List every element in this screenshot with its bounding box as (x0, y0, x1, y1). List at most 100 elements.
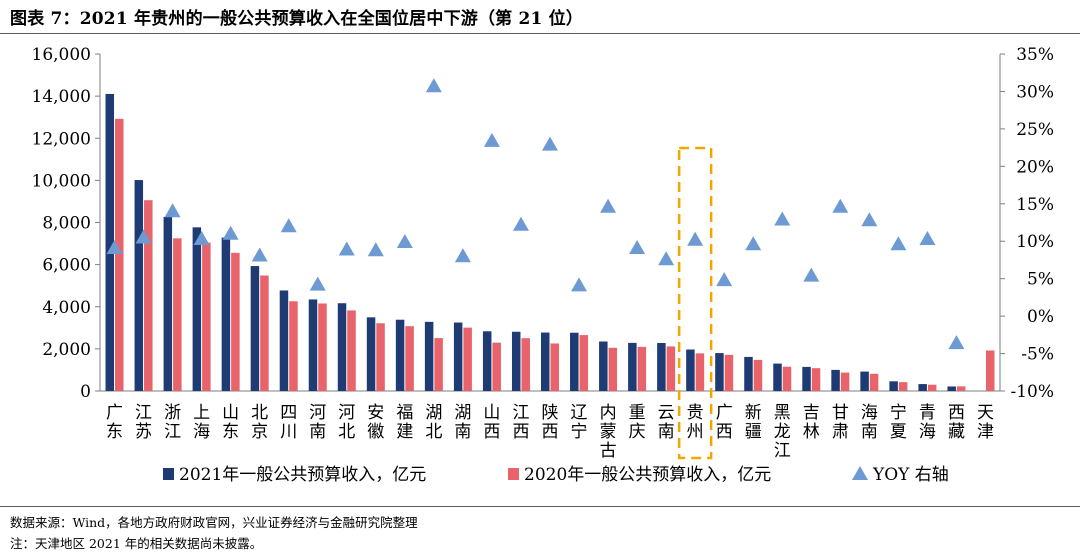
yoy-marker (658, 251, 675, 266)
x-tick-label: 江苏 (135, 403, 152, 442)
x-tick-label: 新疆 (745, 403, 762, 442)
yoy-marker (687, 231, 704, 246)
bar-2020 (492, 342, 501, 391)
x-tick-label: 福建 (396, 403, 413, 442)
bar-2021 (686, 349, 695, 391)
x-tick-label: 浙江 (164, 403, 181, 442)
x-tick-label: 天津 (977, 403, 994, 442)
bar-2020 (666, 346, 676, 391)
bar-2020 (434, 338, 443, 391)
legend-label-2021: 2021年一般公共预算收入，亿元 (179, 465, 426, 485)
bar-2020 (173, 238, 182, 391)
bar-2020 (115, 118, 124, 391)
legend-swatch-yoy (852, 466, 868, 480)
yoy-marker (745, 236, 762, 251)
x-tick-label: 黑龙江 (774, 403, 791, 461)
bar-2021 (599, 341, 608, 391)
bar-2020 (405, 326, 414, 391)
legend-swatch-2021 (163, 468, 174, 480)
chart-highlight (677, 146, 713, 460)
bar-2021 (947, 386, 956, 391)
right-tick-label: 35% (1016, 45, 1054, 65)
footer-divider (0, 506, 1080, 507)
figure-title: 图表 7：2021 年贵州的一般公共预算收入在全国位居中下游（第 21 位） (10, 9, 584, 29)
x-tick-label: 云南 (658, 403, 675, 442)
x-tick-label: 青海 (919, 403, 936, 442)
yoy-marker (338, 241, 355, 256)
bar-2020 (144, 200, 153, 391)
right-tick-label: 10% (1016, 232, 1054, 252)
bar-2020 (347, 310, 356, 391)
yoy-marker (425, 78, 442, 93)
x-tick-label: 重庆 (629, 403, 646, 442)
x-tick-label: 河北 (338, 403, 355, 442)
yoy-marker (890, 236, 907, 251)
yoy-marker (106, 239, 123, 254)
yoy-marker (454, 248, 471, 263)
x-tick-label: 内蒙古 (600, 403, 617, 461)
bar-2020 (898, 382, 908, 391)
bar-2020 (550, 343, 559, 391)
bar-2021 (250, 266, 260, 391)
yoy-marker (280, 218, 297, 233)
bar-2021 (511, 331, 521, 391)
x-tick-label: 山东 (222, 403, 239, 442)
bar-2021 (773, 363, 782, 391)
chart-bars (105, 93, 995, 391)
bar-2021 (395, 319, 405, 391)
yoy-marker (251, 247, 268, 262)
bar-2021 (889, 381, 898, 391)
bar-2020 (202, 242, 211, 391)
bar-2020 (927, 384, 937, 391)
yoy-marker (542, 136, 558, 151)
bar-2020 (695, 353, 705, 391)
bar-2021 (541, 332, 550, 391)
data-source-note: 数据来源：Wind，各地方政府财政官网，兴业证券经济与金融研究院整理 (10, 515, 418, 530)
left-tick-label: 10,000 (32, 171, 91, 191)
yoy-marker (367, 242, 384, 257)
bar-2020 (608, 347, 618, 391)
bar-2020 (376, 323, 385, 391)
right-tick-label: 0% (1027, 307, 1054, 327)
x-tick-label: 海南 (861, 403, 878, 442)
bar-2021 (802, 366, 811, 391)
legend-label-2020: 2020年一般公共预算收入，亿元 (524, 465, 771, 485)
footnote: 注：天津地区 2021 年的相关数据尚未披露。 (10, 536, 263, 551)
left-tick-label: 2,000 (42, 340, 91, 360)
bar-2020 (753, 359, 763, 391)
right-tick-label: -5% (1021, 345, 1054, 365)
yoy-marker (803, 267, 820, 282)
bar-2020 (463, 327, 472, 391)
chart-x-labels: 广东江苏浙江上海山东北京四川河南河北安徽福建湖北湖南山西江西陕西辽宁内蒙古重庆云… (106, 403, 994, 461)
bar-2020 (811, 368, 821, 391)
bar-2020 (521, 338, 530, 391)
bar-2021 (134, 180, 144, 391)
yoy-marker (629, 239, 646, 254)
bar-2021 (628, 342, 637, 391)
yoy-marker (309, 276, 326, 291)
x-tick-label: 甘肃 (832, 403, 849, 442)
left-tick-label: 14,000 (32, 87, 91, 107)
bar-2021 (366, 317, 376, 391)
left-tick-label: 12,000 (32, 129, 91, 149)
chart-yoy-markers (106, 78, 965, 350)
right-tick-label: 25% (1016, 120, 1054, 140)
x-tick-label: 宁夏 (890, 403, 907, 442)
bar-2021 (424, 321, 434, 391)
yoy-marker (396, 233, 413, 248)
x-tick-label: 安徽 (367, 403, 384, 442)
title-divider (0, 33, 1080, 34)
x-tick-label: 辽宁 (571, 403, 588, 442)
x-tick-label: 河南 (309, 403, 326, 442)
bar-2021 (453, 322, 463, 391)
bar-2020 (985, 350, 995, 391)
x-tick-label: 山西 (483, 403, 500, 442)
x-tick-label: 吉林 (803, 403, 820, 442)
x-tick-label: 北京 (251, 403, 268, 442)
highlight-box (677, 146, 713, 460)
left-tick-label: 16,000 (32, 45, 91, 65)
x-tick-label: 广东 (106, 403, 123, 442)
left-tick-label: 4,000 (42, 298, 91, 318)
bar-2020 (956, 386, 966, 391)
